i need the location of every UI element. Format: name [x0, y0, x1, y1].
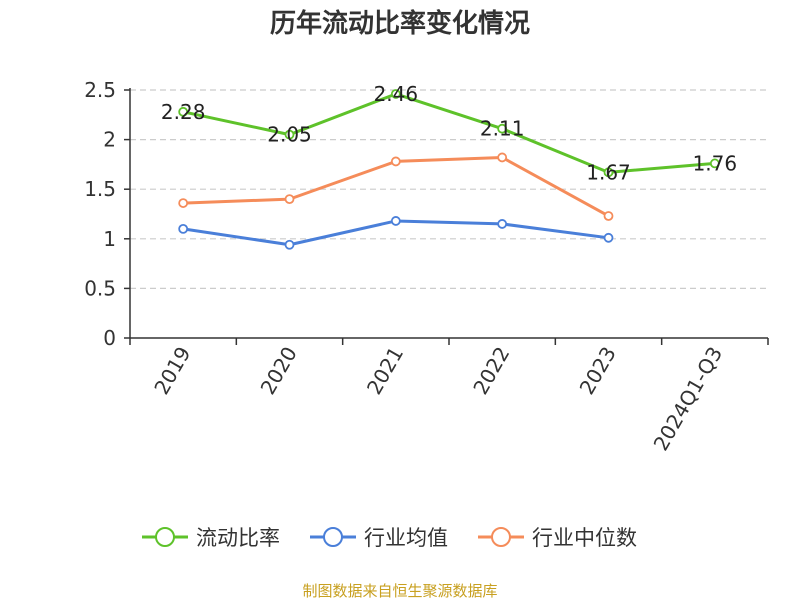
data-point[interactable] [178, 106, 189, 117]
x-tick-label: 2020 [256, 343, 302, 399]
data-point[interactable] [603, 211, 614, 221]
data-point[interactable] [284, 239, 295, 250]
x-tick-label: 2022 [468, 342, 514, 398]
y-tick-label: 1 [103, 227, 116, 251]
data-point[interactable] [284, 194, 295, 205]
legend-item[interactable]: 行业中位数 [478, 526, 637, 550]
y-tick-label: 0 [103, 326, 116, 350]
data-label: 2.46 [374, 82, 419, 106]
data-point[interactable] [178, 198, 189, 208]
y-tick-label: 0.5 [84, 276, 116, 300]
data-point[interactable] [709, 158, 720, 169]
data-label: 2.05 [267, 123, 312, 147]
legend-marker [323, 527, 343, 547]
legend-label: 流动比率 [196, 526, 280, 550]
legend-item[interactable]: 行业均值 [310, 526, 448, 550]
data-label: 2.11 [480, 117, 525, 141]
legend-label: 行业均值 [364, 526, 448, 550]
data-point[interactable] [603, 232, 614, 243]
data-label: 2.28 [161, 100, 206, 124]
axes: 0 0.5 1 1.5 2 2.5 2019 2020 2021 2022 2023 2024Q1-Q… [84, 78, 769, 455]
y-tick-label: 1.5 [84, 177, 116, 201]
series-layer [178, 89, 720, 250]
data-point[interactable] [497, 152, 508, 163]
y-tick-label: 2 [103, 128, 116, 152]
data-point[interactable] [284, 129, 295, 140]
series-line [182, 92, 715, 174]
legend[interactable]: 流动比率 行业均值 行业中位数 [142, 526, 637, 550]
data-point[interactable] [603, 167, 614, 178]
x-tick-label: 2019 [149, 343, 195, 399]
data-label: 1.67 [586, 160, 631, 184]
data-point[interactable] [390, 216, 401, 226]
grid-lines [130, 89, 768, 289]
x-tick-label: 2023 [575, 343, 621, 399]
data-point[interactable] [390, 89, 401, 99]
legend-item[interactable]: 流动比率 [142, 526, 280, 550]
data-labels: 2.28 2.05 2.46 2.11 1.67 1.76 [161, 82, 737, 184]
x-tick-label: 2024Q1-Q3 [648, 343, 727, 455]
source-note: 制图数据来自恒生聚源数据库 [302, 582, 497, 600]
legend-marker [155, 527, 175, 547]
chart-title: 历年流动比率变化情况 [270, 8, 530, 39]
legend-label: 行业中位数 [532, 526, 637, 550]
legend-marker [491, 527, 511, 547]
data-point[interactable] [178, 223, 189, 234]
y-tick-label: 2.5 [84, 78, 116, 102]
data-point[interactable] [390, 156, 401, 167]
data-point[interactable] [497, 123, 508, 134]
data-label: 1.76 [693, 151, 738, 175]
data-point[interactable] [497, 219, 508, 229]
x-tick-label: 2021 [362, 343, 408, 399]
